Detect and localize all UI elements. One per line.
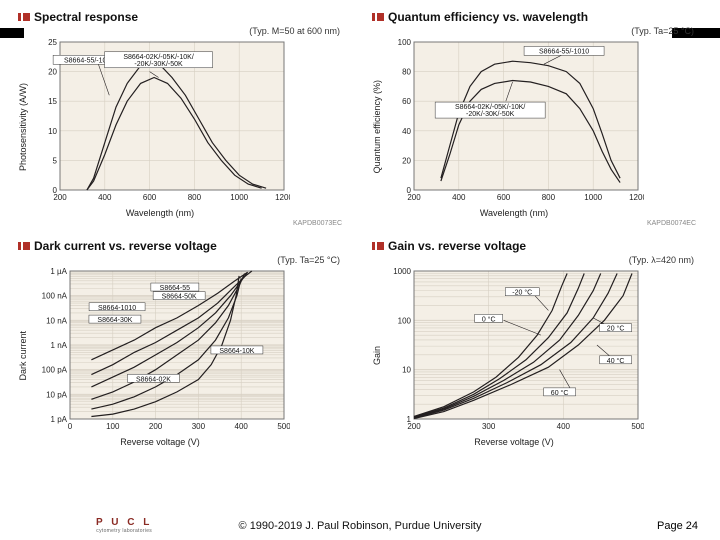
bullet-icon — [372, 13, 384, 21]
svg-text:600: 600 — [497, 193, 511, 202]
svg-text:100 pA: 100 pA — [42, 366, 68, 375]
svg-text:400: 400 — [452, 193, 466, 202]
svg-text:300: 300 — [482, 422, 496, 431]
svg-text:0: 0 — [53, 186, 58, 195]
svg-text:100: 100 — [398, 316, 412, 325]
svg-text:15: 15 — [48, 97, 57, 106]
svg-text:0: 0 — [407, 186, 412, 195]
p3-panel: Dark current vs. reverse voltage (Typ. T… — [18, 239, 348, 456]
svg-text:400: 400 — [235, 422, 249, 431]
svg-text:10 pA: 10 pA — [46, 390, 68, 399]
svg-text:-20K/-30K/-50K: -20K/-30K/-50K — [134, 61, 183, 68]
svg-text:40 °C: 40 °C — [607, 357, 625, 365]
page-number: Page 24 — [657, 520, 698, 532]
p3-subtitle: (Typ. Ta=25 °C) — [18, 255, 340, 265]
p2-svg: 20040060080010001200020406080100S8664-55… — [384, 36, 644, 206]
svg-text:25: 25 — [48, 38, 57, 47]
svg-text:800: 800 — [188, 193, 202, 202]
svg-text:800: 800 — [542, 193, 556, 202]
svg-text:S8664-1010: S8664-1010 — [98, 305, 136, 312]
bullet-icon — [18, 242, 30, 250]
p3-title: Dark current vs. reverse voltage — [18, 239, 348, 253]
svg-text:0 °C: 0 °C — [482, 315, 496, 323]
p3-xlabel: Reverse voltage (V) — [30, 437, 290, 447]
p1-xlabel: Wavelength (nm) — [30, 208, 290, 218]
svg-text:10: 10 — [402, 366, 411, 375]
svg-text:20 °C: 20 °C — [607, 325, 625, 333]
svg-text:1200: 1200 — [275, 193, 290, 202]
p2-subtitle: (Typ. Ta=25 °C) — [372, 26, 694, 36]
svg-text:1000: 1000 — [230, 193, 248, 202]
p1-subtitle: (Typ. M=50 at 600 nm) — [18, 26, 340, 36]
svg-text:60: 60 — [402, 97, 411, 106]
p3-svg: 0 100 200 300 400 500 1 pA 10 pA 100 pA 1 nA 10 nA… — [30, 265, 290, 435]
svg-text:0: 0 — [68, 422, 73, 431]
svg-text:S8664-50K: S8664-50K — [162, 294, 197, 301]
p4-panel: Gain vs. reverse voltage (Typ. λ=420 nm)… — [372, 239, 702, 456]
svg-text:200: 200 — [149, 422, 163, 431]
svg-text:1200: 1200 — [629, 193, 644, 202]
svg-text:1 nA: 1 nA — [51, 341, 68, 350]
p2-xlabel: Wavelength (nm) — [384, 208, 644, 218]
bullet-icon — [18, 13, 30, 21]
p4-subtitle: (Typ. λ=420 nm) — [372, 255, 694, 265]
svg-text:S8664-02K/-05K/-10K/: S8664-02K/-05K/-10K/ — [123, 54, 193, 61]
svg-text:60 °C: 60 °C — [551, 389, 569, 397]
svg-text:600: 600 — [143, 193, 157, 202]
svg-text:-20K/-30K/-50K: -20K/-30K/-50K — [466, 111, 515, 118]
svg-text:5: 5 — [53, 156, 58, 165]
svg-text:500: 500 — [277, 422, 290, 431]
svg-text:80: 80 — [402, 68, 411, 77]
logo-subtext: cytometry laboratories — [96, 528, 152, 534]
p1-ylabel: Photosensitivity (A/W) — [18, 83, 28, 171]
svg-text:10 nA: 10 nA — [46, 316, 68, 325]
svg-text:40: 40 — [402, 127, 411, 136]
p2-ylabel: Quantum efficiency (%) — [372, 80, 382, 173]
svg-text:1 µA: 1 µA — [50, 267, 67, 276]
bullet-icon — [372, 242, 384, 250]
p1-figcode: KAPDB0073EC — [18, 220, 342, 227]
svg-text:1: 1 — [407, 415, 412, 424]
svg-text:300: 300 — [192, 422, 206, 431]
svg-text:S8664-30K: S8664-30K — [97, 317, 132, 324]
svg-text:500: 500 — [631, 422, 644, 431]
svg-text:S8664-02K: S8664-02K — [136, 376, 171, 383]
svg-text:20: 20 — [402, 156, 411, 165]
svg-text:100 nA: 100 nA — [42, 292, 68, 301]
p2-figcode: KAPDB0074EC — [372, 220, 696, 227]
logo-text: P U C L — [96, 517, 152, 528]
p2-panel: Quantum efficiency vs. wavelength (Typ. … — [372, 10, 702, 227]
p4-ylabel: Gain — [372, 346, 382, 365]
svg-text:400: 400 — [557, 422, 571, 431]
svg-text:1 pA: 1 pA — [51, 415, 68, 424]
footer: P U C L cytometry laboratories © 1990-20… — [0, 520, 720, 532]
p1-svg: 200400600800100012000510152025S8664-55/-… — [30, 36, 290, 206]
p2-title: Quantum efficiency vs. wavelength — [372, 10, 702, 24]
svg-text:S8664-10K: S8664-10K — [219, 348, 254, 355]
p4-xlabel: Reverse voltage (V) — [384, 437, 644, 447]
svg-text:-20 °C: -20 °C — [512, 289, 532, 297]
copyright: © 1990-2019 J. Paul Robinson, Purdue Uni… — [239, 520, 482, 532]
svg-text:1000: 1000 — [393, 267, 411, 276]
p1-title: Spectral response — [18, 10, 348, 24]
charts-grid: Spectral response (Typ. M=50 at 600 nm) … — [18, 10, 702, 456]
svg-text:S8664-02K/-05K/-10K/: S8664-02K/-05K/-10K/ — [455, 104, 525, 111]
p1-panel: Spectral response (Typ. M=50 at 600 nm) … — [18, 10, 348, 227]
p4-svg: 2003004005001101001000-20 °C0 °C20 °C40 … — [384, 265, 644, 435]
svg-text:100: 100 — [398, 38, 412, 47]
logo: P U C L cytometry laboratories — [96, 517, 152, 534]
svg-text:400: 400 — [98, 193, 112, 202]
svg-text:1000: 1000 — [584, 193, 602, 202]
svg-text:10: 10 — [48, 127, 57, 136]
svg-text:20: 20 — [48, 68, 57, 77]
svg-text:100: 100 — [106, 422, 120, 431]
svg-text:S8664-55/-1010: S8664-55/-1010 — [539, 48, 589, 55]
p3-ylabel: Dark current — [18, 331, 28, 381]
svg-text:S8664-55: S8664-55 — [160, 285, 190, 292]
p4-title: Gain vs. reverse voltage — [372, 239, 702, 253]
